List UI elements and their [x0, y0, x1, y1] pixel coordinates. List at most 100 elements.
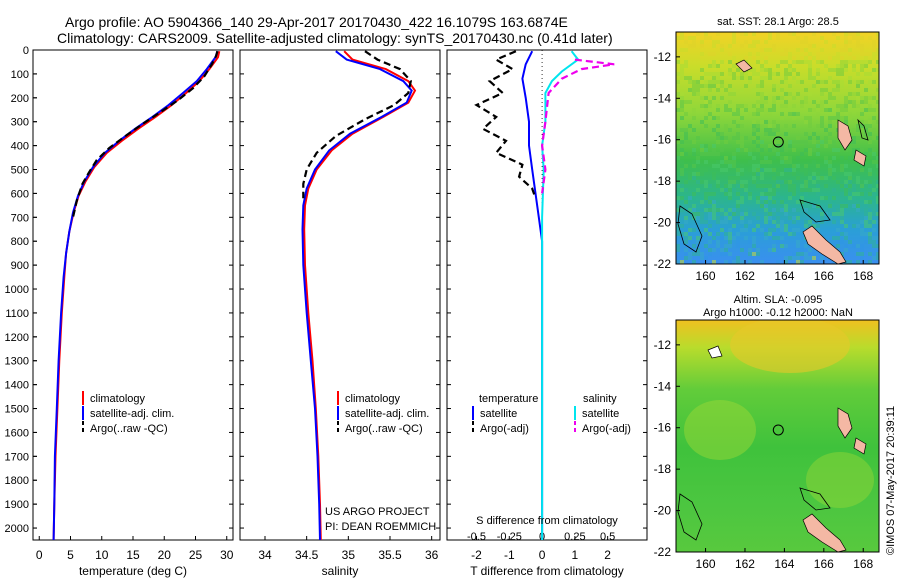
sst-pixel	[876, 52, 879, 56]
reef-contour-2	[799, 199, 831, 223]
sst-pixel	[816, 224, 820, 228]
sst-pixel	[740, 212, 744, 216]
sst-pixel	[796, 200, 800, 204]
sst-pixel	[852, 80, 856, 84]
sst-pixel	[776, 140, 780, 144]
sst-pixel	[732, 260, 736, 264]
sst-pixel	[840, 60, 844, 64]
sst-map-frame	[675, 31, 880, 265]
sst-pixel	[676, 72, 680, 76]
sst-pixel	[724, 236, 728, 240]
sst-pixel	[820, 120, 824, 124]
sst-pixel	[856, 180, 860, 184]
sst-pixel	[832, 140, 836, 144]
sst-pixel	[768, 68, 772, 72]
sst-pixel	[764, 204, 768, 208]
sst-pixel	[740, 124, 744, 128]
sst-pixel	[876, 184, 879, 188]
sst-pixel	[852, 36, 856, 40]
sst-pixel	[868, 124, 872, 128]
sst-pixel	[716, 132, 720, 136]
sst-pixel	[824, 184, 828, 188]
sst-pixel	[844, 60, 848, 64]
sst-pixel	[868, 168, 872, 172]
sst-pixel	[756, 108, 760, 112]
sst-pixel	[848, 180, 852, 184]
sst-pixel	[836, 212, 840, 216]
sst-pixel	[740, 72, 744, 76]
sst-pixel	[692, 140, 696, 144]
sst-pixel	[740, 228, 744, 232]
sst-pixel	[852, 244, 856, 248]
sst-pixel	[852, 224, 856, 228]
sst-pixel	[868, 184, 872, 188]
sst-pixel	[680, 172, 684, 176]
sst-pixel	[700, 232, 704, 236]
sst-pixel	[840, 56, 844, 60]
sst-pixel	[704, 220, 708, 224]
sst-pixel	[700, 200, 704, 204]
sst-pixel	[720, 60, 724, 64]
sst-pixel	[732, 152, 736, 156]
sst-pixel	[812, 172, 816, 176]
sst-pixel	[676, 136, 680, 140]
legend-satellite: satellite-adj. clim.	[345, 408, 429, 420]
sst-pixel	[752, 156, 756, 160]
sst-pixel	[856, 44, 860, 48]
sst-pixel	[708, 52, 712, 56]
sst-pixel	[704, 72, 708, 76]
sst-pixel	[740, 32, 744, 36]
sst-pixel	[792, 96, 796, 100]
sst-pixel	[700, 168, 704, 172]
sst-pixel	[688, 100, 692, 104]
sst-pixel	[772, 196, 776, 200]
sst-pixel	[836, 80, 840, 84]
sst-pixel	[772, 168, 776, 172]
x-tick-label: 0	[36, 548, 43, 562]
sst-pixel	[848, 32, 852, 36]
sst-pixel	[836, 236, 840, 240]
sst-pixel	[756, 152, 760, 156]
sst-pixel	[800, 140, 804, 144]
sst-pixel	[744, 228, 748, 232]
sst-pixel	[832, 68, 836, 72]
sst-pixel	[684, 40, 688, 44]
sst-pixel	[740, 220, 744, 224]
sst-pixel	[772, 140, 776, 144]
sst-pixel	[716, 220, 720, 224]
sst-pixel	[772, 72, 776, 76]
sst-pixel	[836, 84, 840, 88]
imos-stamp: ©IMOS 07-May-2017 20:39:11	[885, 406, 897, 555]
sst-pixel	[728, 164, 732, 168]
sst-pixel	[864, 52, 868, 56]
sst-pixel	[760, 176, 764, 180]
depth-tick-label: 1300	[5, 356, 29, 368]
sst-pixel	[768, 128, 772, 132]
sst-pixel	[764, 48, 768, 52]
sst-pixel	[772, 232, 776, 236]
sst-pixel	[684, 36, 688, 40]
sst-pixel	[852, 144, 856, 148]
sst-pixel	[740, 216, 744, 220]
sst-pixel	[788, 180, 792, 184]
sst-pixel	[708, 252, 712, 256]
depth-tick-label: 1800	[5, 475, 29, 487]
sst-pixel	[764, 200, 768, 204]
sst-pixel	[788, 68, 792, 72]
sst-pixel	[784, 72, 788, 76]
map-x-tick-label: 164	[774, 269, 794, 283]
sst-pixel	[848, 196, 852, 200]
sst-pixel	[688, 88, 692, 92]
sst-pixel	[824, 136, 828, 140]
sst-pixel	[676, 128, 680, 132]
sst-pixel	[856, 204, 860, 208]
sst-pixel	[860, 232, 864, 236]
sst-pixel	[720, 160, 724, 164]
sst-pixel	[740, 136, 744, 140]
x2-tick-label: -0.25	[497, 531, 522, 543]
sst-pixel	[812, 44, 816, 48]
sst-pixel	[868, 36, 872, 40]
sst-pixel	[752, 68, 756, 72]
sst-pixel	[740, 164, 744, 168]
sst-pixel	[704, 256, 708, 260]
